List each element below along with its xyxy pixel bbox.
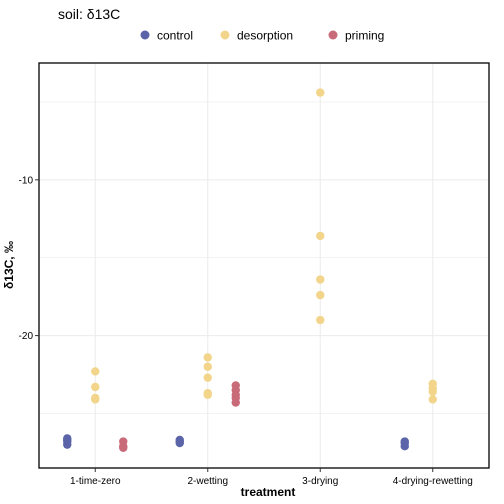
- point-desorption: [316, 88, 325, 97]
- point-desorption: [316, 231, 325, 241]
- data-points: [63, 88, 437, 452]
- y-tick-label: -20: [19, 331, 34, 342]
- point-priming: [119, 443, 128, 452]
- x-tick-label: 1-time-zero: [70, 476, 121, 487]
- chart-title: soil: δ13C: [58, 6, 120, 22]
- point-desorption: [428, 387, 437, 396]
- legend-label-desorption: desorption: [237, 29, 293, 43]
- grid: [39, 63, 489, 468]
- legend-label-control: control: [157, 29, 193, 43]
- point-desorption: [91, 395, 100, 404]
- point-desorption: [91, 367, 100, 376]
- legend-key-control: [140, 30, 150, 40]
- x-axis-label: treatment: [241, 485, 296, 499]
- legend-key-priming: [328, 30, 338, 40]
- point-desorption: [316, 275, 325, 284]
- point-priming: [231, 398, 240, 407]
- legend-key-desorption: [220, 30, 230, 40]
- x-tick-label: 3-drying: [302, 476, 338, 487]
- x-axis: 1-time-zero 2-wetting 3-drying 4-drying-rew…: [70, 468, 473, 487]
- point-control: [400, 441, 409, 451]
- point-desorption: [316, 315, 325, 325]
- point-desorption: [428, 395, 437, 404]
- y-axis-label: δ13C, ‰: [2, 241, 16, 289]
- legend-label-priming: priming: [345, 29, 384, 43]
- point-control: [63, 440, 72, 449]
- point-desorption: [203, 353, 212, 362]
- point-desorption: [203, 362, 212, 371]
- point-desorption: [203, 373, 212, 382]
- x-tick-label: 2-wetting: [187, 476, 228, 487]
- x-tick-label: 4-drying-rewetting: [393, 476, 473, 487]
- legend: control desorption priming: [140, 29, 384, 43]
- point-control: [175, 438, 184, 448]
- point-desorption: [91, 382, 100, 392]
- point-desorption: [203, 390, 212, 399]
- point-desorption: [316, 290, 325, 300]
- y-axis: -10 -20: [19, 175, 39, 342]
- y-tick-label: -10: [19, 175, 34, 186]
- plot-panel-border: [38, 62, 490, 469]
